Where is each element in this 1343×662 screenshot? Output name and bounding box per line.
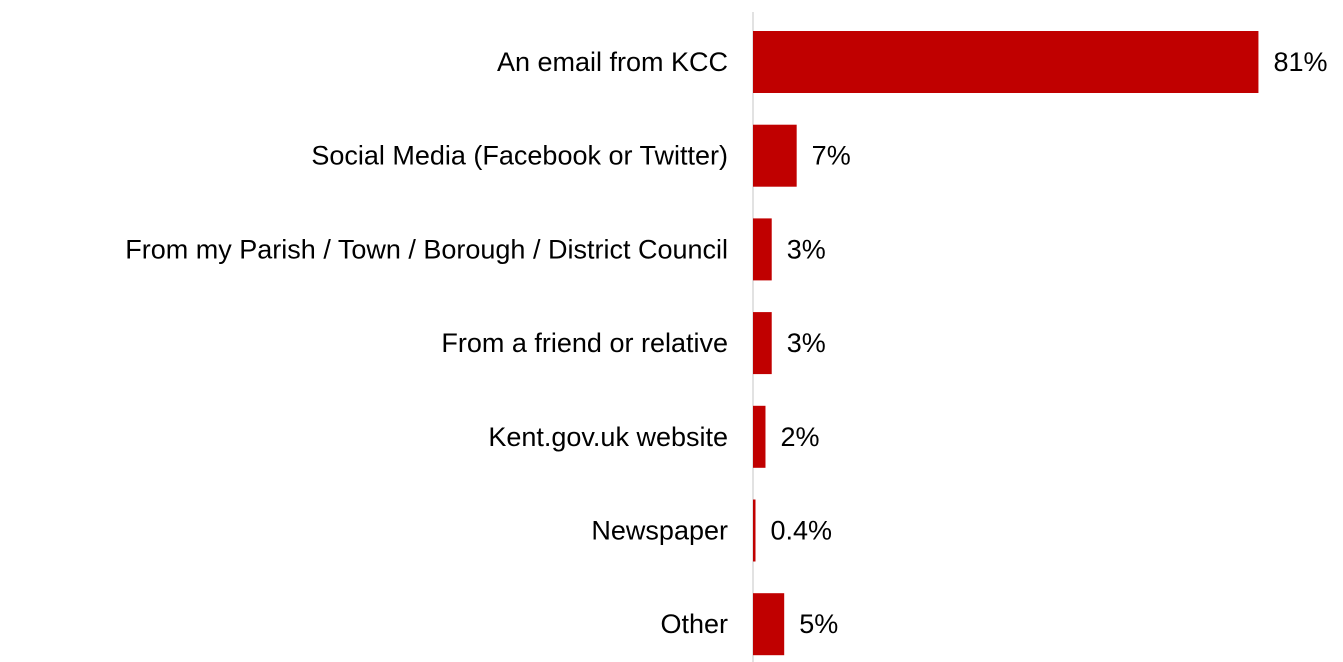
value-label: 5% xyxy=(799,609,838,639)
category-label: Other xyxy=(660,609,728,639)
bar xyxy=(753,593,785,656)
value-label: 3% xyxy=(787,234,826,264)
bar-row: An email from KCC 81% xyxy=(497,31,1327,93)
value-label: 81% xyxy=(1273,47,1327,77)
bar-row: Other 5% xyxy=(660,593,838,656)
bar-row: Kent.gov.uk website 2% xyxy=(488,405,820,468)
bar-rows: An email from KCC 81% Social Media (Facebo… xyxy=(125,31,1327,656)
bar-row: Newspaper 0.4% xyxy=(591,499,832,562)
category-label: Social Media (Facebook or Twitter) xyxy=(311,141,728,171)
bar-row: Social Media (Facebook or Twitter) 7% xyxy=(311,124,851,187)
value-label: 2% xyxy=(780,422,819,452)
category-label: Newspaper xyxy=(591,516,728,546)
bar xyxy=(753,312,772,375)
value-label: 3% xyxy=(787,328,826,358)
value-label: 7% xyxy=(812,141,851,171)
bar-row: From a friend or relative 3% xyxy=(441,312,826,375)
category-label: From a friend or relative xyxy=(441,328,728,358)
category-label: From my Parish / Town / Borough / Distri… xyxy=(125,234,728,264)
category-label: An email from KCC xyxy=(497,47,728,77)
bar xyxy=(753,124,797,187)
bar-row: From my Parish / Town / Borough / Distri… xyxy=(125,218,826,281)
bar xyxy=(753,499,756,562)
bar xyxy=(753,405,766,468)
value-label: 0.4% xyxy=(770,516,832,546)
category-label: Kent.gov.uk website xyxy=(488,422,728,452)
bar xyxy=(753,218,772,281)
bar xyxy=(753,31,1259,93)
